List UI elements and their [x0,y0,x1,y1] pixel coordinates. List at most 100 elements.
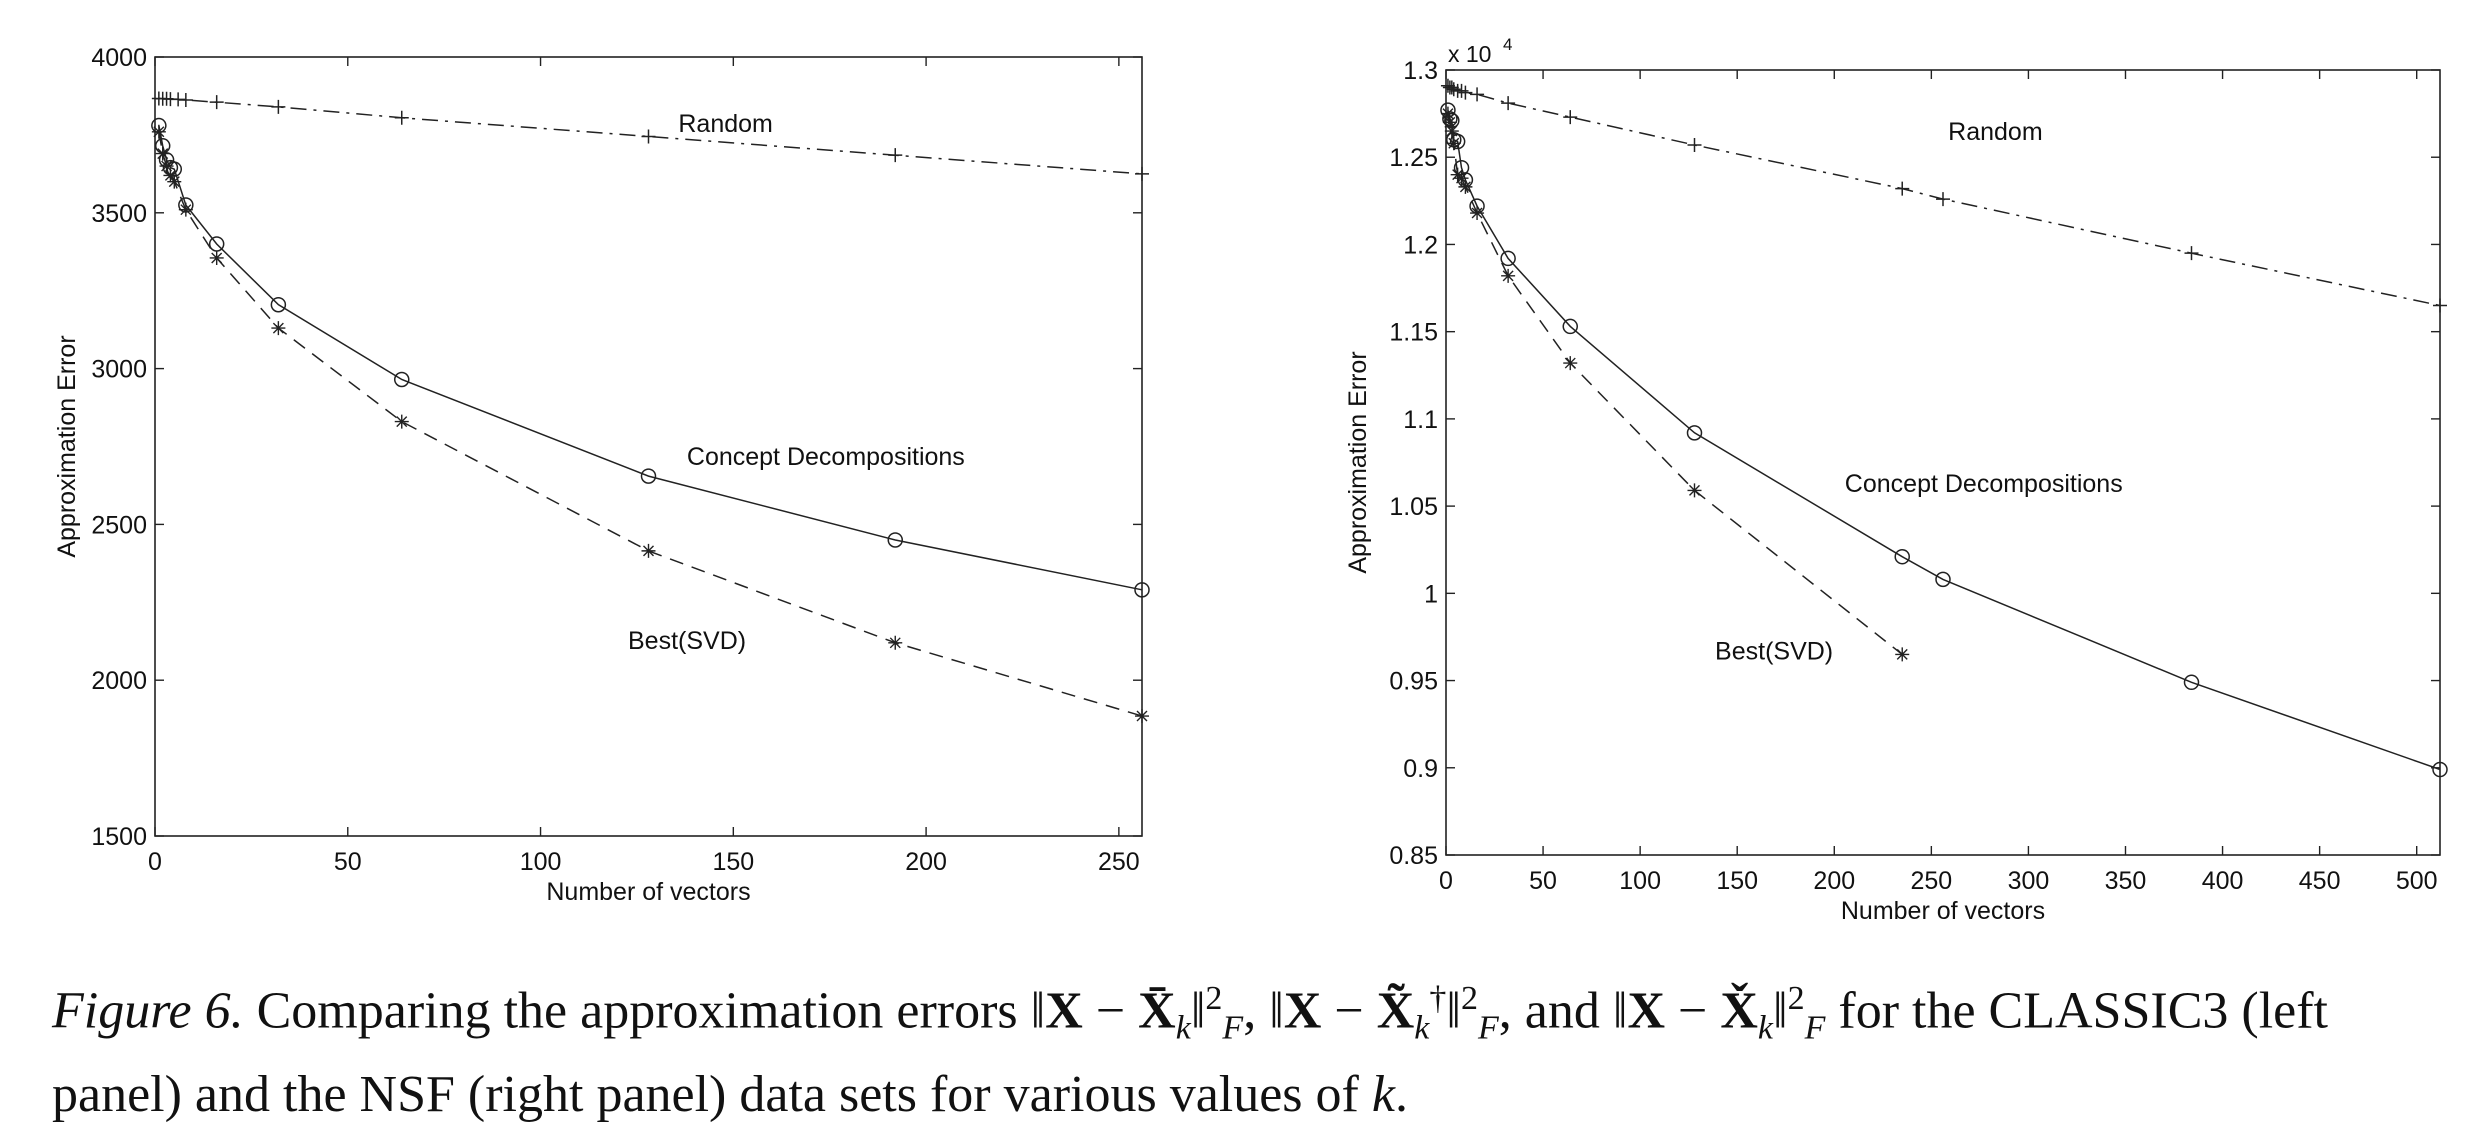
data-point-star [1687,483,1702,498]
x-tick-label: 250 [1910,867,1952,895]
norm-expression-3: ‖X − X̌k‖2F [1612,980,1826,1047]
data-point-star [155,146,170,161]
y-tick-label: 3000 [91,356,147,384]
data-point-circle [208,236,225,252]
y-tick-label: 1.3 [1403,57,1438,85]
data-point-plus [641,129,656,144]
x-tick-label: 100 [520,848,562,876]
caption-variable: k [1371,1065,1395,1123]
data-point-plus [394,110,409,125]
x-tick-label: 300 [2008,867,2050,895]
y-tick-label: 1500 [91,823,147,851]
data-point-plus [1687,138,1702,153]
y-axis-label: Approximation Error [53,335,81,557]
series-line [1447,85,2441,307]
y-tick-label: 0.9 [1403,755,1438,783]
series-label: Concept Decompositions [1845,470,2123,498]
data-point-circle [2183,674,2200,691]
data-point-star [178,202,193,217]
data-point-circle [394,371,410,388]
norm-expression-1: ‖X − X̄k‖2F [1030,980,1244,1047]
data-point-star [271,321,286,336]
y-exponent-power: 4 [1503,35,1512,54]
data-point-plus [1470,87,1485,102]
x-tick-label: 400 [2202,867,2244,895]
data-point-plus [1444,80,1459,95]
x-tick-label: 50 [334,848,362,876]
y-tick-label: 1.05 [1389,493,1438,521]
x-tick-label: 200 [1813,867,1855,895]
data-point-plus [2184,246,2199,261]
series-line [1447,109,2441,771]
x-tick-label: 500 [2396,867,2438,895]
x-tick-label: 150 [1716,867,1758,895]
caption-separator: , and [1498,982,1600,1040]
data-point-plus [1501,96,1516,111]
data-point-circle [1562,318,1578,335]
y-tick-label: 0.95 [1389,668,1438,696]
x-tick-label: 100 [1619,867,1661,895]
plot-frame [1445,69,2441,856]
x-axis-label: Number of vectors [1841,897,2045,925]
data-point-star [1563,356,1578,371]
data-point-circle [1935,571,1951,588]
y-tick-label: 4000 [91,44,147,72]
x-tick-label: 350 [2105,867,2147,895]
data-point-star [1454,171,1469,186]
y-exponent-label: x 10 [1448,41,1491,67]
data-point-star [163,168,178,183]
data-point-star [209,250,224,265]
data-point-star [167,174,182,189]
y-tick-label: 1.2 [1403,231,1438,259]
x-tick-label: 0 [148,848,162,876]
y-tick-label: 2500 [91,511,147,539]
x-tick-label: 50 [1529,867,1557,895]
figure-label: Figure 6. [52,982,244,1040]
y-tick-label: 1.25 [1389,144,1438,172]
data-point-circle [1134,582,1150,598]
norm-expression-2: ‖X − X̃k†‖2F [1269,980,1499,1047]
caption-body: for the CLASSIC3 (left panel) and the NS… [52,982,2328,1123]
data-point-plus [1895,181,1910,196]
data-point-circle [1686,425,1703,441]
series-label: Random [1948,118,2043,146]
y-tick-label: 2000 [91,667,147,695]
data-point-star [394,414,409,429]
data-point-circle [2432,761,2448,778]
right-panel-chart: 0 50 100 150 200 250 300 350 400 450 500 0.85 0.9 0.9… [1344,35,2448,925]
data-point-star [641,543,656,558]
data-point-plus [2433,298,2447,313]
series-line [158,125,1143,591]
caption-separator: , [1243,982,1257,1040]
x-tick-label: 150 [712,848,754,876]
series-label: Best(SVD) [628,627,746,655]
data-point-plus [178,93,193,108]
data-point-star [1895,647,1910,662]
x-tick-label: 0 [1439,867,1453,895]
data-point-star [1442,115,1457,130]
left-panel-chart: 0 50 100 150 200 250 1500 2000 2500 3000 3500 4000 N… [53,44,1150,906]
data-point-circle [1894,548,1910,565]
data-point-star [1444,124,1459,139]
data-point-plus [1440,78,1455,93]
data-point-star [1446,136,1461,151]
series-label: Concept Decompositions [687,443,965,471]
data-point-plus [271,99,286,114]
data-point-plus [1458,85,1473,100]
y-tick-label: 1.1 [1403,406,1438,434]
x-axis-label: Number of vectors [546,878,750,906]
data-point-star [888,635,903,650]
data-point-plus [1446,82,1461,97]
data-point-circle [887,532,903,548]
figure-panels: 0 50 100 150 200 250150020002500300035004000N… [53,35,2448,925]
y-axis-label: Approximation Error [1344,351,1372,573]
data-point-star [1470,206,1485,221]
data-point-circle [1500,250,1516,267]
series-label: Best(SVD) [1715,638,1833,666]
series-label: Random [678,110,773,138]
figure-caption: Figure 6. Comparing the approximation er… [52,966,2452,1128]
data-point-star [1458,179,1473,194]
plot-frame [154,56,1143,837]
data-point-star [159,159,174,174]
data-point-plus [1563,110,1578,125]
